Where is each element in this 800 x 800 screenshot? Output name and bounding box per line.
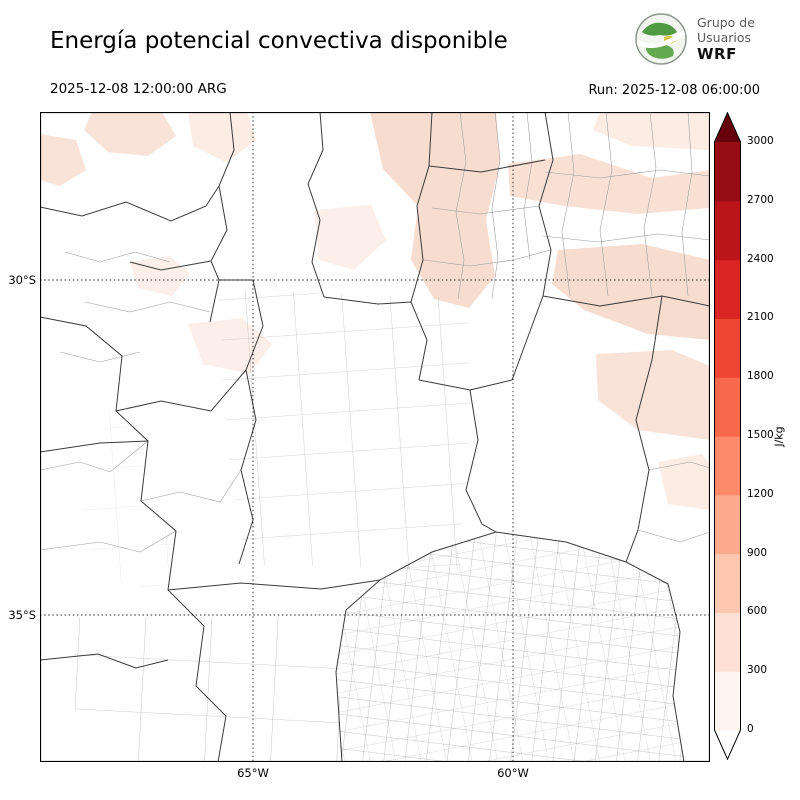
- colorbar-segment: [714, 142, 741, 202]
- province-borders-layer: [40, 112, 710, 762]
- map-canvas: [40, 112, 710, 762]
- gridlines-layer: [40, 112, 710, 762]
- colorbar-tick-label: 2100: [747, 311, 774, 324]
- department-mesh-layer: [75, 290, 684, 762]
- colorbar-tick-label: 3000: [747, 135, 774, 147]
- colorbar-under-arrow: [714, 730, 741, 760]
- colorbar-segment: [714, 436, 741, 496]
- colorbar-tick-label: 2400: [747, 252, 774, 265]
- colorbar-tick-label: 1800: [747, 370, 774, 383]
- colorbar-tick-label: 300: [747, 664, 768, 677]
- valid-time-label: 2025-12-08 12:00:00 ARG: [50, 81, 227, 97]
- logo-line-3: WRF: [697, 45, 737, 64]
- department-borders-layer: [40, 112, 710, 553]
- colorbar-segment: [714, 200, 741, 261]
- x-tick-60w: 60°W: [497, 766, 529, 780]
- colorbar-segment: [714, 494, 741, 555]
- colorbar-tick-label: 900: [747, 546, 768, 559]
- wrf-logo: Grupo de Usuarios WRF: [634, 12, 755, 66]
- colorbar-segment: [714, 377, 741, 437]
- page-title: Energía potencial convectiva disponible: [50, 28, 508, 54]
- colorbar-over-arrow: [714, 112, 741, 142]
- colorbar-outline: [714, 111, 741, 761]
- colorbar-svg: [714, 111, 741, 761]
- run-time-label: Run: 2025-12-08 06:00:00: [588, 83, 760, 98]
- map-border: [40, 112, 710, 762]
- colorbar: [714, 111, 741, 761]
- colorbar-tick-label: 600: [747, 605, 768, 618]
- colorbar-segment: [714, 318, 741, 378]
- y-tick-35s: 35°S: [8, 608, 36, 622]
- colorbar-segment: [714, 671, 741, 731]
- y-tick-30s: 30°S: [8, 273, 36, 287]
- globe-icon: [635, 13, 687, 65]
- logo-text: Grupo de Usuarios WRF: [697, 15, 755, 64]
- colorbar-tick-label: 0: [747, 723, 754, 735]
- colorbar-unit-label: J/kg: [772, 426, 786, 447]
- colorbar-segment: [714, 612, 741, 672]
- logo-line-1: Grupo de: [697, 14, 755, 30]
- colorbar-tick-label: 1500: [747, 429, 774, 441]
- colorbar-tick-label: 1200: [747, 487, 774, 500]
- map-plot: [40, 112, 710, 762]
- logo-line-2: Usuarios: [697, 29, 752, 45]
- x-tick-65w: 65°W: [237, 766, 269, 780]
- colorbar-segment: [714, 259, 741, 319]
- colorbar-segment: [714, 553, 741, 613]
- colorbar-tick-label: 2700: [747, 193, 774, 206]
